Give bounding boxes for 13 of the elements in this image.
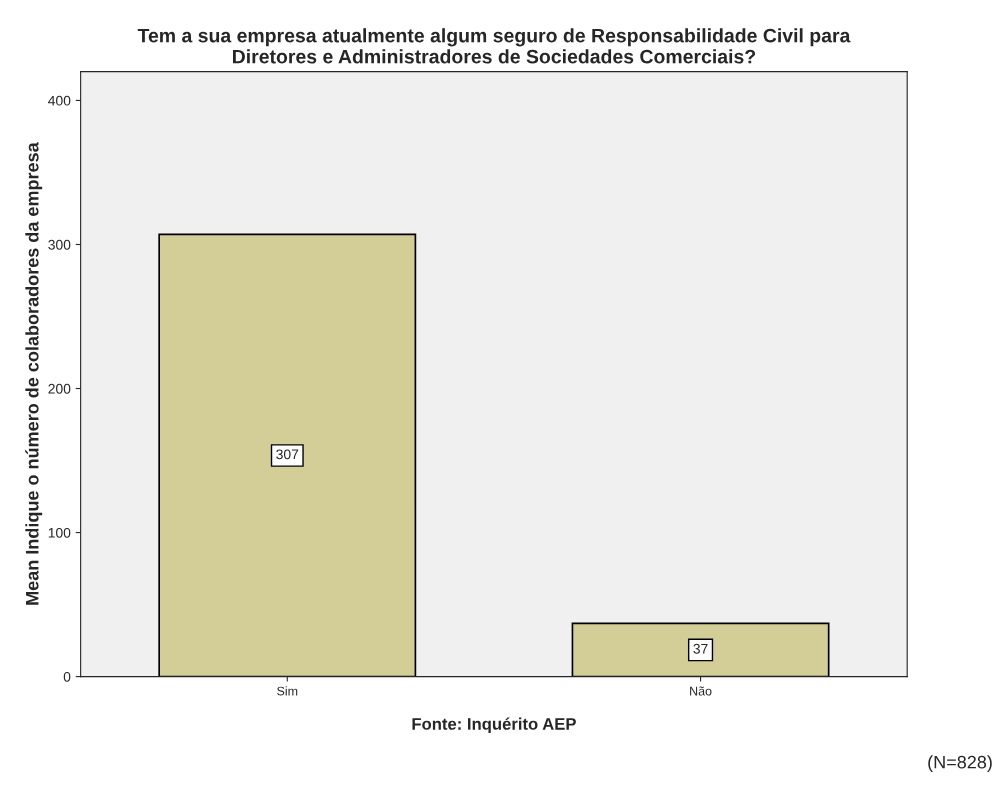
text: (N=828)	[928, 755, 992, 773]
data-label: 307	[276, 449, 299, 460]
data-label: 37	[693, 643, 708, 654]
x-axis-title: Fonte: Inquérito AEP	[412, 717, 576, 734]
x-tick-label: Não	[690, 686, 712, 696]
y-tick-label: 400	[48, 95, 71, 106]
y-tick-label: 100	[48, 527, 71, 538]
chart-title: Tem a sua empresa atualmente algum seguro de Responsabilidade Civil para Diretores e Administradores de Sociedades Comerciais?	[137, 28, 851, 64]
y-axis-title: Mean Indique o número de colaboradores da empresa	[25, 142, 43, 605]
y-tick-label: 300	[48, 239, 71, 250]
y-tick-label: 0	[63, 671, 71, 682]
y-tick-label: 200	[48, 383, 71, 394]
x-tick-label: Sim	[277, 686, 298, 696]
